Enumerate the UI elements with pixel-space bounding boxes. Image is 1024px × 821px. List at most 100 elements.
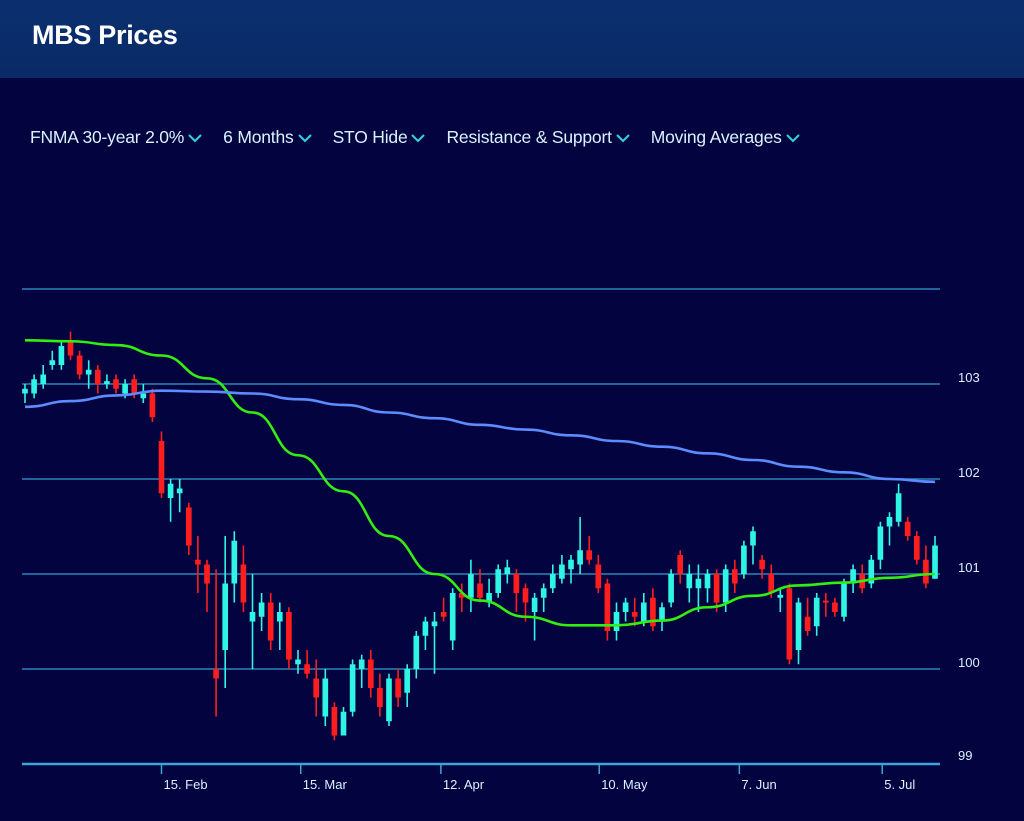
- sto-dropdown[interactable]: STO Hide: [333, 127, 427, 148]
- candle-body: [586, 550, 593, 560]
- candle-body: [704, 574, 711, 589]
- candle: [832, 597, 838, 617]
- candle: [440, 597, 447, 622]
- period-dropdown-label: 6 Months: [223, 127, 294, 147]
- candle: [613, 602, 620, 641]
- candle: [140, 384, 147, 403]
- candle-body: [832, 602, 838, 612]
- candle-body: [868, 559, 875, 584]
- candle-body: [468, 574, 474, 598]
- candle-body: [204, 564, 210, 584]
- moving-averages-dropdown[interactable]: Moving Averages: [651, 127, 801, 148]
- chevron-down-icon: [297, 133, 312, 142]
- candle-body: [331, 707, 338, 736]
- candle: [313, 659, 320, 717]
- candle: [94, 365, 101, 394]
- resistance-support-dropdown[interactable]: Resistance & Support: [446, 127, 630, 148]
- candle: [813, 593, 820, 636]
- candle: [449, 588, 456, 650]
- candle-body: [813, 597, 820, 627]
- candle: [804, 597, 811, 636]
- candle-body: [377, 688, 383, 707]
- candle: [777, 588, 784, 612]
- candle-body: [713, 574, 720, 603]
- candle-body: [195, 559, 201, 565]
- candle-body: [40, 374, 47, 384]
- candle: [67, 331, 74, 361]
- candle-body: [750, 531, 756, 546]
- security-dropdown[interactable]: FNMA 30-year 2.0%: [30, 127, 203, 148]
- candle: [340, 707, 347, 736]
- candle-body: [258, 602, 265, 617]
- candle-body: [422, 621, 429, 636]
- candle-body: [495, 569, 502, 593]
- candle-body: [504, 567, 511, 574]
- candle-body: [458, 593, 465, 598]
- candle-body: [295, 659, 301, 665]
- candle-body: [877, 526, 884, 560]
- candle-body: [185, 507, 192, 546]
- candle-body: [568, 559, 574, 570]
- candle: [704, 569, 711, 603]
- x-tick-label: 7. Jun: [741, 777, 776, 792]
- candle: [76, 350, 83, 380]
- candle-body: [886, 517, 893, 527]
- candle-body: [267, 602, 274, 641]
- candle-body: [140, 393, 147, 399]
- candle-body: [222, 583, 229, 650]
- candle-body: [604, 583, 611, 631]
- candle-body: [349, 664, 356, 712]
- x-tick-label: 15. Mar: [303, 777, 348, 792]
- candle-body: [304, 664, 310, 674]
- candle: [659, 602, 665, 631]
- candle: [904, 517, 911, 541]
- candle-body: [549, 574, 556, 589]
- period-dropdown[interactable]: 6 Months: [223, 127, 312, 148]
- candle: [786, 583, 793, 665]
- candle: [395, 669, 401, 707]
- candle-body: [731, 569, 738, 584]
- page-title: MBS Prices: [32, 20, 178, 50]
- candle-body: [841, 583, 847, 617]
- candle: [640, 593, 647, 627]
- x-tick-label: 15. Feb: [164, 777, 208, 792]
- candle: [868, 555, 875, 589]
- candle-body: [695, 578, 702, 589]
- candle: [577, 517, 583, 574]
- candle-body: [913, 536, 920, 560]
- candle: [586, 536, 593, 565]
- candle-body: [686, 574, 693, 589]
- candle: [22, 384, 28, 403]
- candle-body: [795, 602, 802, 650]
- candle-body: [413, 635, 420, 669]
- candle-body: [522, 588, 529, 603]
- candle-body: [386, 678, 392, 722]
- y-tick-label: 102: [958, 465, 980, 480]
- candle-body: [513, 574, 520, 593]
- candle: [31, 374, 37, 399]
- chevron-down-icon: [616, 133, 630, 142]
- candle: [258, 593, 265, 631]
- candle-body: [631, 612, 638, 617]
- candle: [331, 702, 338, 741]
- chevron-down-icon: [411, 133, 426, 142]
- candle-body: [677, 555, 684, 574]
- candle-body: [22, 388, 28, 394]
- candle-body: [786, 588, 793, 660]
- candle: [695, 564, 702, 612]
- y-tick-label: 99: [958, 748, 972, 763]
- candle-body: [104, 381, 110, 384]
- candle: [386, 673, 392, 726]
- moving-averages-dropdown-label: Moving Averages: [650, 127, 782, 147]
- candle-body: [932, 545, 938, 579]
- candle-body: [741, 545, 747, 574]
- candle-body: [440, 612, 447, 617]
- candle-body: [85, 369, 92, 375]
- x-tick-label: 12. Apr: [443, 777, 485, 792]
- y-tick-label: 101: [958, 560, 980, 575]
- chevron-down-icon: [785, 133, 800, 142]
- candle-body: [777, 594, 784, 598]
- candle-body: [213, 669, 219, 679]
- candle-body: [540, 588, 547, 598]
